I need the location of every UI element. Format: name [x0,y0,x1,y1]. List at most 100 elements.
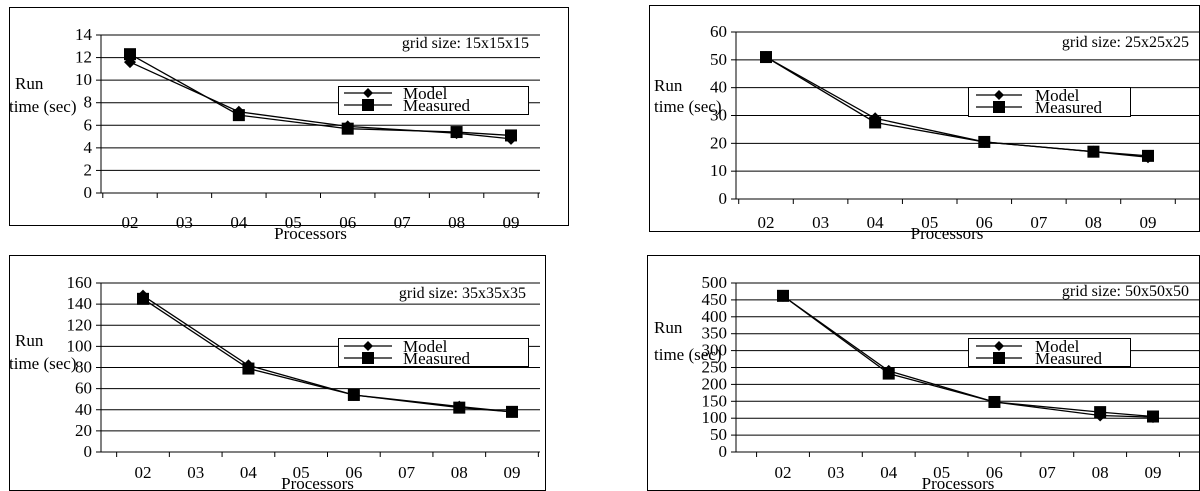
x-tick-label: 05 [285,213,302,232]
point-measured [450,126,463,139]
x-tick-label: 07 [1039,463,1057,482]
x-tick-label: 08 [1092,463,1109,482]
point-measured [1142,149,1154,162]
x-tick-label: 08 [1085,213,1102,232]
x-tick-label: 02 [758,213,775,232]
x-tick-label: 09 [1140,213,1157,232]
point-measured [988,395,1001,408]
legend-label-measured: Measured [1035,98,1103,117]
point-measured [1087,145,1100,158]
point-measured [341,122,354,135]
point-measured [124,48,136,61]
x-tick-label: 04 [230,213,248,232]
point-measured [453,401,466,414]
point-measured [505,129,517,142]
x-tick-label: 04 [880,463,898,482]
x-tick-label: 02 [135,463,152,482]
y-tick-label: 250 [702,358,728,377]
point-measured [882,367,895,380]
y-tick-label: 150 [702,391,728,410]
chart-2: 0 10 20 30 40 50 60 02 03 04 05 06 07 08 09 Processors R… [649,5,1200,243]
legend-square-marker [362,352,374,364]
x-tick-label: 02 [775,463,792,482]
legend-diamond-marker [994,90,1004,100]
y-tick-label: 60 [75,379,92,398]
chart-frame [9,7,569,226]
legend-label-measured: Measured [403,349,471,368]
y-tick-label: 8 [84,93,93,112]
x-tick-label: 03 [176,213,193,232]
point-measured [242,362,255,375]
legend-diamond-marker [363,88,373,98]
y-tick-label: 200 [702,374,728,393]
x-tick-label: 05 [933,463,950,482]
x-tick-label: 06 [986,463,1003,482]
y-axis-label-line2: time (sec) [9,97,77,116]
y-tick-label: 120 [67,315,93,334]
y-tick-label: 6 [84,115,93,134]
y-axis-label-line2: time (sec) [654,345,722,364]
y-tick-label: 14 [75,25,93,44]
y-tick-label: 4 [84,138,93,157]
x-tick-label: 06 [976,213,993,232]
point-measured [777,289,789,302]
y-tick-label: 500 [702,273,728,292]
x-tick-label: 07 [394,213,412,232]
y-tick-label: 50 [710,50,727,69]
chart-subtitle: grid size: 25x25x25 [1062,34,1189,51]
y-tick-label: 0 [719,189,728,208]
point-measured [978,135,991,148]
x-tick-label: 08 [451,463,468,482]
x-tick-label: 08 [448,213,465,232]
y-tick-label: 100 [67,336,93,355]
point-measured [760,51,772,64]
y-tick-label: 140 [67,294,93,313]
x-axis-label: Processors [911,224,984,243]
legend-label-measured: Measured [1035,349,1103,368]
x-tick-label: 04 [867,213,885,232]
legend-label-model: Model [1035,337,1080,356]
point-measured [137,292,149,305]
y-tick-label: 30 [710,106,727,125]
y-axis-label-line1: Run [15,331,44,350]
y-tick-label: 350 [702,324,728,343]
legend-label-measured: Measured [403,96,471,115]
point-measured [232,109,245,122]
chart-subtitle: grid size: 35x35x35 [399,285,526,302]
y-tick-label: 40 [710,78,727,97]
x-tick-label: 07 [1030,213,1048,232]
x-axis-label: Processors [922,474,995,491]
x-tick-label: 05 [921,213,938,232]
y-tick-label: 100 [702,408,728,427]
legend-square-marker [362,99,374,111]
x-axis-label: Processors [274,224,347,243]
chart-subtitle: grid size: 50x50x50 [1062,283,1189,300]
y-axis-label-line1: Run [654,76,683,95]
y-tick-label: 60 [710,22,727,41]
y-tick-label: 80 [75,358,92,377]
y-tick-label: 10 [75,70,92,89]
legend-diamond-marker [994,341,1004,351]
x-tick-label: 02 [122,213,139,232]
x-tick-label: 03 [812,213,829,232]
y-tick-label: 12 [75,48,92,67]
y-tick-label: 10 [710,161,727,180]
point-measured [1094,406,1107,419]
y-axis-label-line1: Run [654,318,683,337]
y-tick-label: 50 [710,425,727,444]
x-tick-label: 09 [1145,463,1162,482]
point-measured [506,405,518,418]
x-tick-label: 03 [187,463,204,482]
y-tick-label: 450 [702,290,728,309]
y-tick-label: 300 [702,341,728,360]
y-tick-label: 0 [84,442,93,461]
y-axis-label-line2: time (sec) [654,97,722,116]
x-tick-label: 04 [240,463,258,482]
y-tick-label: 160 [67,273,93,292]
y-tick-label: 0 [719,442,728,461]
y-axis-label-line2: time (sec) [9,354,77,373]
y-tick-label: 0 [84,183,93,202]
